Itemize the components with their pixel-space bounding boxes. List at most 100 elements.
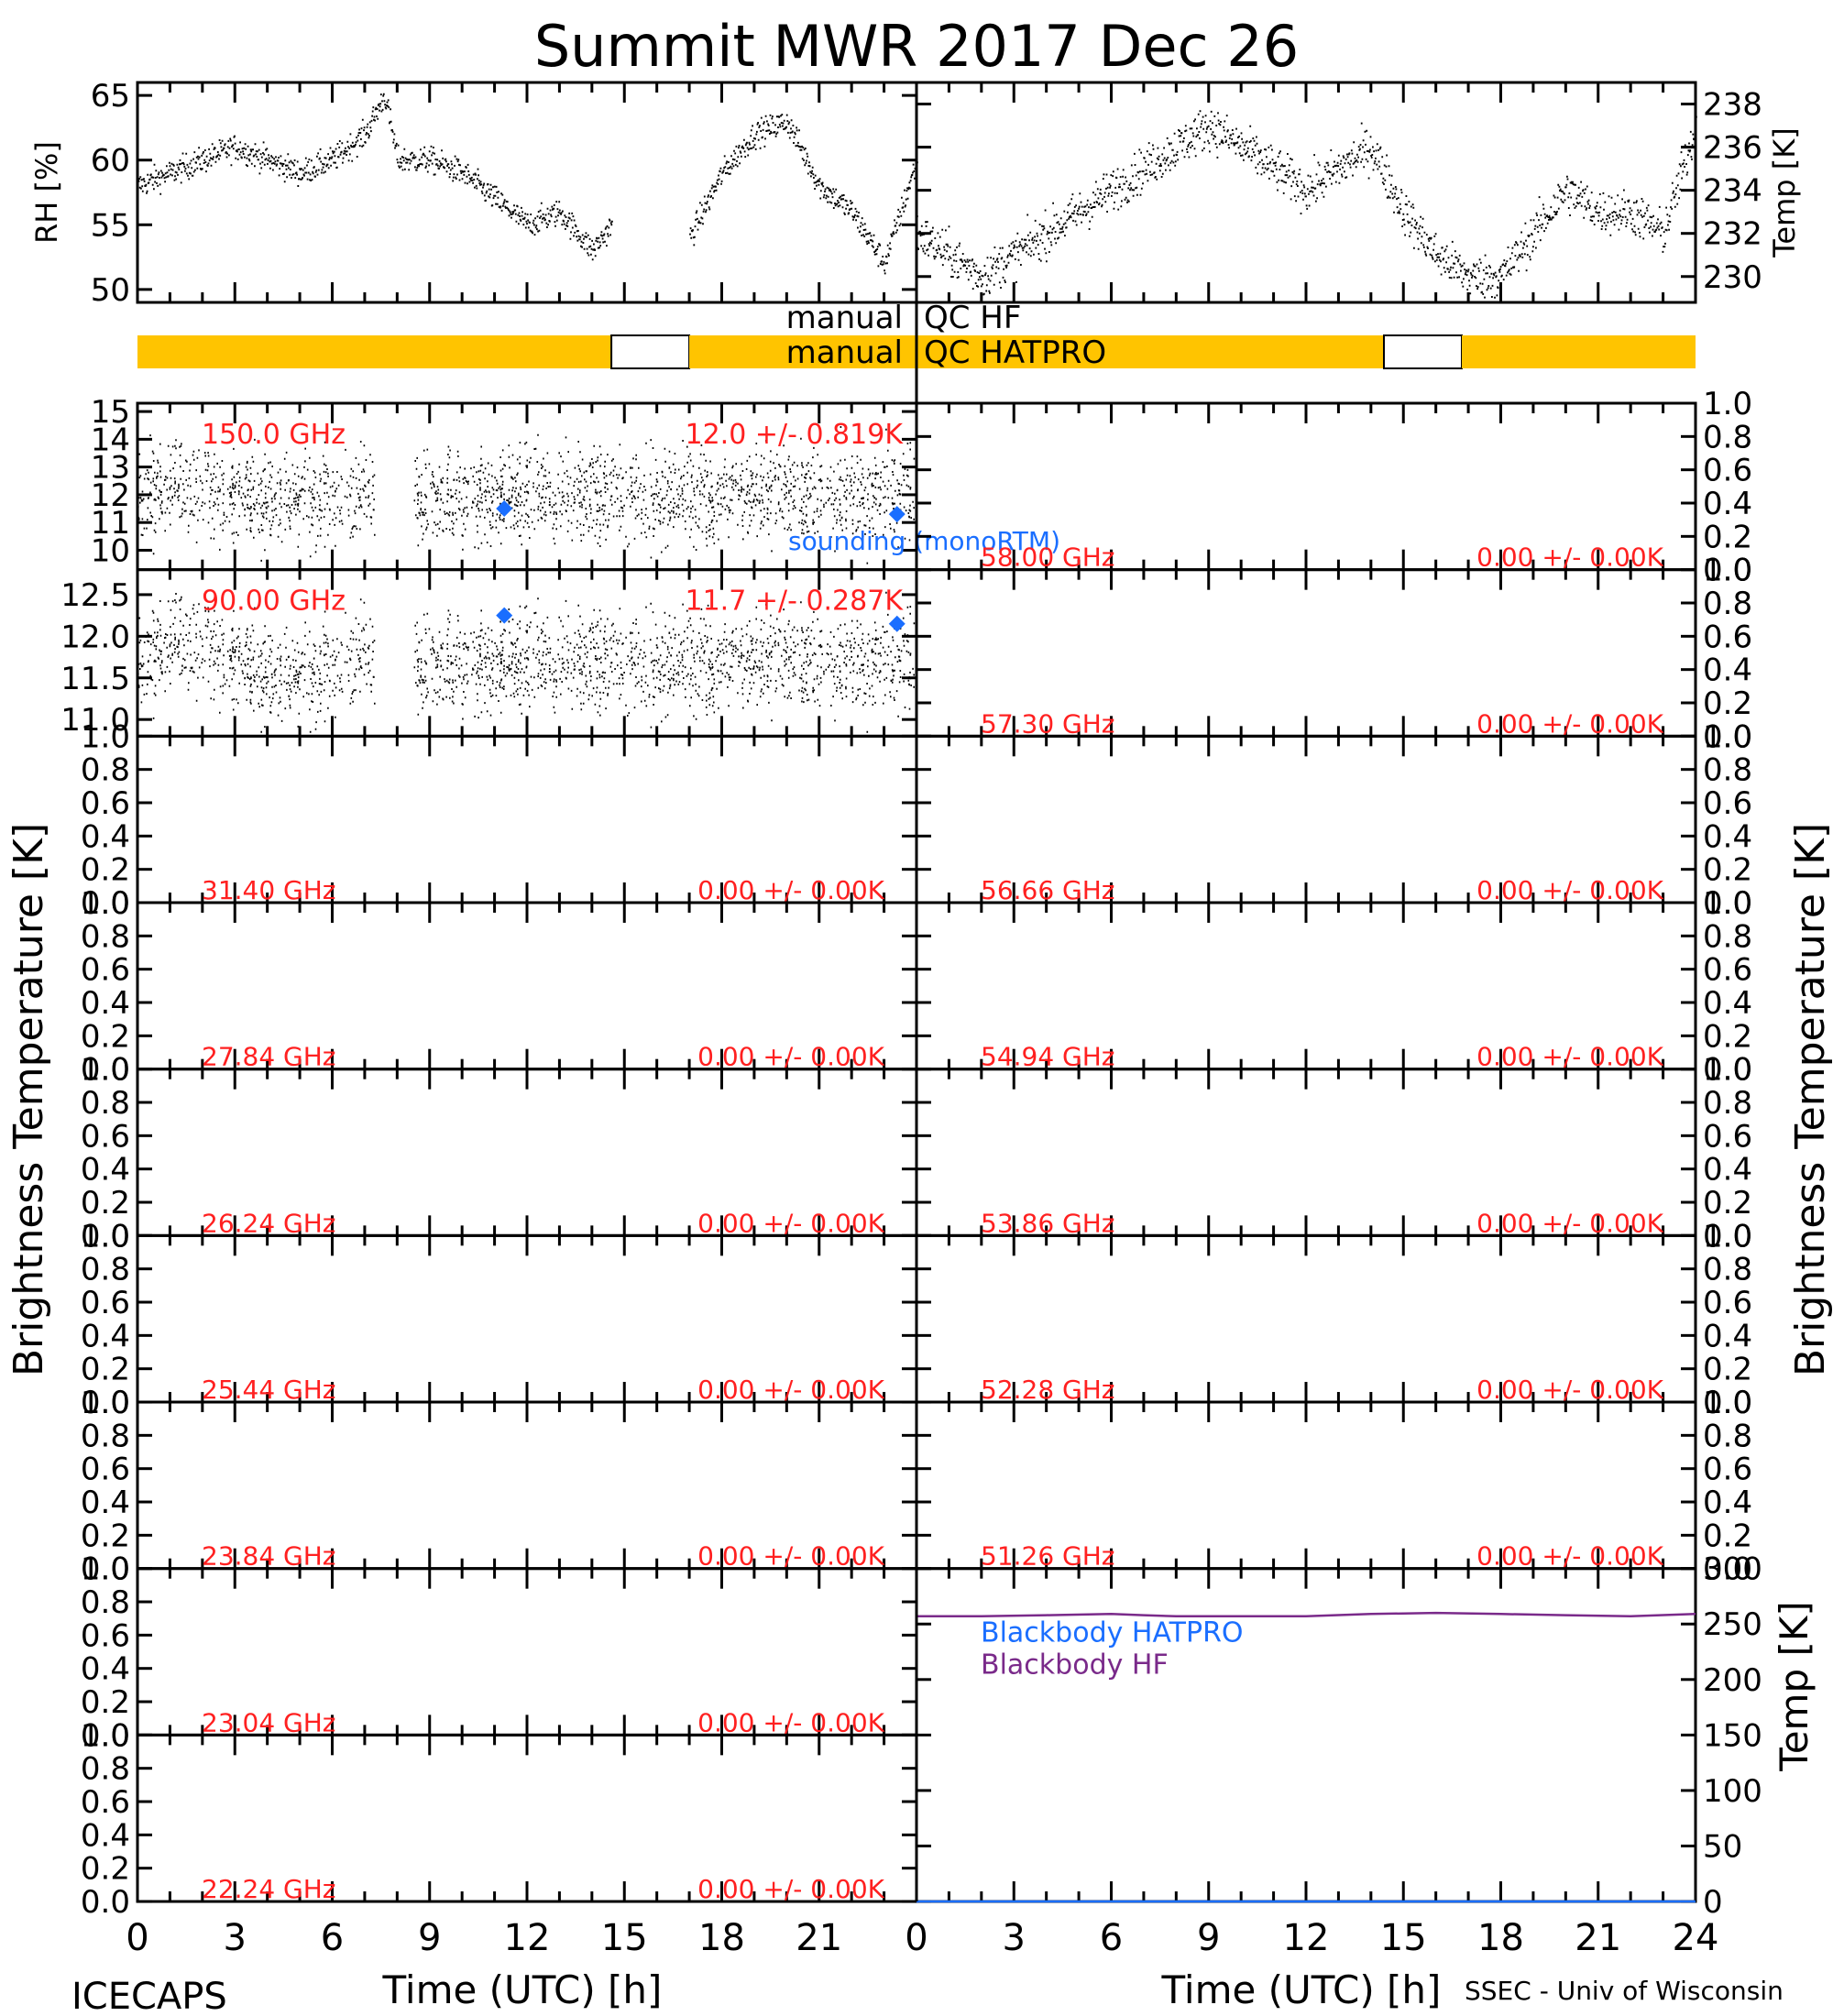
channel-stat-label: 0.00 +/- 0.00K	[1476, 708, 1663, 739]
y-tick-label: 0.4	[1703, 652, 1752, 689]
qc-hatpro-missing-segment	[610, 334, 691, 369]
y-tick-label: 55	[91, 207, 130, 244]
channel-stat-label: 0.00 +/- 0.00K	[1476, 1042, 1663, 1072]
y-tick-label: 0.0	[81, 1385, 130, 1421]
y-tick-label: 13	[91, 450, 130, 487]
qc-hatpro-missing-segment	[1383, 334, 1463, 369]
y-tick-label: 0.8	[81, 918, 130, 955]
x-tick-label: 9	[1197, 1917, 1220, 1959]
qc-hf-label-right: QC HF	[924, 300, 1021, 336]
y-tick-label: 50	[91, 272, 130, 309]
y-tick-label: 0.8	[1703, 1252, 1752, 1288]
channel-stat-label: 0.00 +/- 0.00K	[1476, 875, 1663, 905]
credit-label: SSEC - Univ of Wisconsin	[1465, 1976, 1784, 2006]
x-tick-label: 12	[504, 1917, 551, 1959]
y-tick-label: 0.0	[81, 885, 130, 922]
y-tick-label: 0.2	[81, 1517, 130, 1554]
y-tick-label: 0.8	[81, 1418, 130, 1454]
x-tick-label: 0	[126, 1917, 148, 1959]
y-tick-label: 0.2	[1703, 1018, 1752, 1055]
y-tick-label: 0.4	[1703, 486, 1752, 522]
bb-hatpro-legend: Blackbody HATPRO	[981, 1617, 1244, 1649]
y-tick-label: 100	[1703, 1773, 1762, 1810]
channel-stat-label: 0.00 +/- 0.00K	[697, 1042, 884, 1072]
y-tick-label: 1.0	[1703, 553, 1752, 589]
y-tick-label: 0.2	[1703, 1517, 1752, 1554]
x-tick-labels: 0 3 6 9 12 15 18 21 0 3 6 9 12 15 18 21 24	[126, 1917, 1718, 1959]
x-tick-label: 21	[796, 1917, 842, 1959]
y-tick-label: 12.5	[60, 577, 130, 614]
met-panel: 50 55 60 65 230 232 234 236 238 RH [%] Temp [K]	[29, 78, 1802, 309]
qc-hatpro-label-right: QC HATPRO	[924, 334, 1106, 371]
y-tick-label: 232	[1703, 216, 1762, 253]
y-tick-label: 0.6	[81, 1285, 130, 1321]
y-tick-label: 0.4	[81, 1485, 130, 1521]
y-tick-label: 0.8	[81, 1252, 130, 1288]
y-tick-label: 1.0	[1703, 885, 1752, 922]
y-tick-label: 0.6	[1703, 1452, 1752, 1488]
x-tick-label: 21	[1575, 1917, 1621, 1959]
channel-frequency-label: 53.86 GHz	[981, 1208, 1115, 1238]
tb-scatter-points	[137, 588, 917, 733]
x-tick-label: 3	[224, 1917, 247, 1959]
y-tick-label: 0.0	[81, 1884, 130, 1921]
y-tick-label: 234	[1703, 173, 1762, 210]
y-tick-label: 0.0	[1703, 553, 1752, 589]
y-tick-label: 0.8	[1703, 1418, 1752, 1454]
y-tick-label: 0.2	[1703, 1352, 1752, 1388]
x-tick-label: 18	[1477, 1917, 1524, 1959]
y-tick-label: 250	[1703, 1606, 1762, 1643]
y-tick-label: 0.4	[81, 1651, 130, 1688]
y-tick-label: 0.2	[81, 1018, 130, 1055]
channel-frequency-label: 22.24 GHz	[202, 1874, 336, 1904]
y-tick-label: 0.6	[1703, 1118, 1752, 1155]
panel-frame	[915, 81, 1697, 304]
tb-scatter-points	[137, 426, 917, 564]
qc-hatpro-segment	[137, 335, 612, 368]
sounding-marker	[496, 500, 513, 518]
y-tick-label: 0.6	[81, 1617, 130, 1654]
y-tick-label: 0.2	[81, 1185, 130, 1222]
channel-panel-left: 0.00.20.40.60.81.022.24 GHz 0.00 +/- 0.00…	[81, 1717, 918, 1921]
channel-panel-right: 0.00.20.40.60.81.051.26 GHz 0.00 +/- 0.00…	[915, 1385, 1752, 1588]
channel-panel-left: 0.00.20.40.60.81.025.44 GHz 0.00 +/- 0.00…	[81, 1218, 918, 1421]
y-tick-label: 1.0	[81, 1551, 130, 1588]
y-tick-label: 0.4	[81, 1152, 130, 1189]
y-tick-label: 0.6	[81, 785, 130, 822]
y-tick-label: 12	[91, 477, 130, 514]
channel-frequency-label: 31.40 GHz	[202, 875, 336, 905]
channel-stat-label: 0.00 +/- 0.00K	[697, 1874, 884, 1904]
figure-title: Summit MWR 2017 Dec 26	[534, 13, 1299, 80]
y-tick-label: 0.6	[81, 1118, 130, 1155]
y-tick-label: 0.0	[1703, 885, 1752, 922]
y-tick-label: 0.2	[81, 1851, 130, 1888]
temp-axis-label: Temp [K]	[1767, 127, 1802, 257]
channel-frequency-label: 23.84 GHz	[202, 1541, 336, 1572]
y-tick-label: 12.0	[60, 619, 130, 655]
y-tick-label: 0.6	[1703, 453, 1752, 489]
sounding-marker	[888, 506, 906, 523]
channel-panel-left: 11.0 11.5 12.0 12.5 90.00 GHz 11.7 +/- 0.287K	[60, 568, 918, 739]
y-tick-label: 200	[1703, 1662, 1762, 1699]
x-axis-label-right: Time (UTC) [h]	[1161, 1967, 1442, 2012]
x-tick-label: 12	[1283, 1917, 1330, 1959]
channel-panel-right: 0.00.20.40.60.81.058.00 GHz 0.00 +/- 0.00…	[915, 386, 1752, 589]
y-tick-label: 0.0	[1703, 1385, 1752, 1421]
channel-frequency-label: 54.94 GHz	[981, 1042, 1115, 1072]
channel-frequency-label: 25.44 GHz	[202, 1375, 336, 1405]
y-tick-label: 0.0	[1703, 1218, 1752, 1255]
blackbody-panel: 0 50 100 150 200 250 300 Temp [K] Blackbody HATP…	[915, 1551, 1817, 1921]
y-tick-label: 1.0	[1703, 718, 1752, 755]
channel-frequency-label: 56.66 GHz	[981, 875, 1115, 905]
y-tick-label: 0.6	[81, 1784, 130, 1821]
y-tick-label: 0.2	[1703, 852, 1752, 889]
channel-stat-label: 0.00 +/- 0.00K	[697, 1541, 884, 1572]
channel-panel-right: 0.00.20.40.60.81.052.28 GHz 0.00 +/- 0.00…	[915, 1218, 1752, 1421]
y-tick-label: 150	[1703, 1717, 1762, 1754]
y-tick-label: 0.8	[1703, 918, 1752, 955]
bb-axis-label: Temp [K]	[1772, 1601, 1817, 1772]
channel-panel-left: 0.00.20.40.60.81.027.84 GHz 0.00 +/- 0.00…	[81, 885, 918, 1089]
channel-panel-left: 0.0 0.20.40.60.8 1.0 23.84 GHz 0.00 +/- 0.00…	[81, 1385, 918, 1588]
temp-trace	[916, 110, 1697, 299]
y-tick-label: 0.6	[81, 1452, 130, 1488]
